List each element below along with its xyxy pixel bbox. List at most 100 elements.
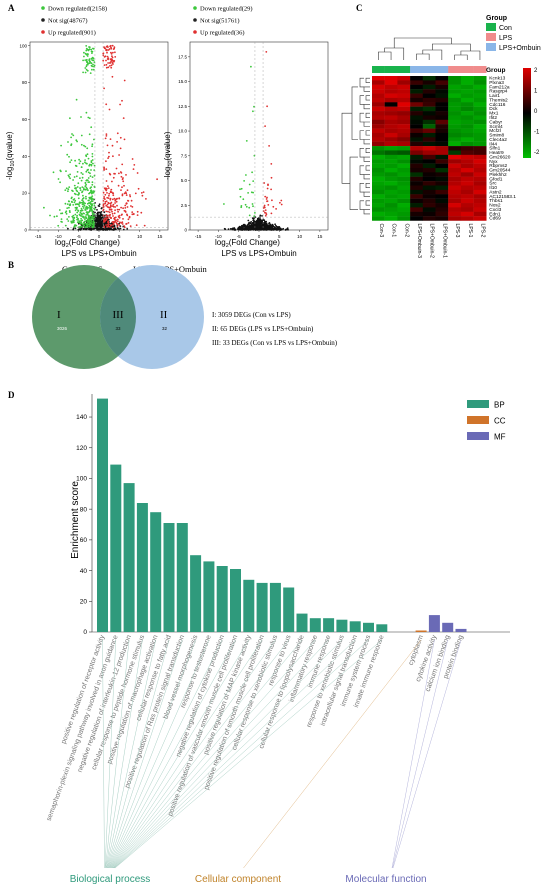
scale-tick-label: 0	[534, 109, 538, 115]
point-down	[85, 217, 88, 220]
point-down	[76, 214, 78, 217]
heatmap-cell	[473, 89, 487, 94]
heatmap-cell	[422, 203, 436, 208]
heatmap-cell	[460, 207, 474, 212]
heatmap-cell	[410, 124, 423, 129]
point-down	[69, 117, 71, 120]
group-bracket-line	[104, 639, 117, 869]
point-down	[90, 189, 93, 192]
point-down	[61, 221, 63, 223]
heatmap-cell	[397, 207, 411, 212]
heatmap-cell	[460, 106, 474, 112]
point-up	[106, 196, 109, 199]
heatmap-cell	[397, 181, 411, 186]
heatmap-cell	[384, 163, 398, 169]
point-up	[115, 222, 118, 225]
point-not-sig	[241, 224, 244, 227]
heatmap-cell	[372, 111, 385, 116]
point-not-sig	[252, 227, 255, 230]
group-bracket-line	[106, 639, 170, 869]
heatmap-cell	[435, 102, 449, 107]
heatmap-cell	[410, 203, 423, 208]
point-down	[81, 215, 83, 218]
point-down	[92, 68, 95, 71]
heatmap-cell	[473, 163, 487, 169]
point-not-sig	[260, 224, 262, 227]
group-bar-segment	[435, 66, 449, 73]
point-up	[119, 103, 121, 106]
panel-label-b: B	[8, 260, 14, 270]
heatmap-cell	[448, 115, 462, 120]
panel-label-a: A	[8, 3, 15, 13]
point-up	[110, 64, 113, 67]
point-up	[122, 207, 124, 210]
heatmap-cell	[448, 159, 462, 164]
group-bracket-line	[105, 639, 143, 869]
point-down	[67, 220, 70, 222]
heatmap-cell	[448, 106, 462, 112]
legend-ns-marker	[41, 18, 45, 22]
point-down	[85, 111, 88, 114]
heatmap-cell	[435, 111, 449, 116]
point-not-sig	[248, 223, 251, 225]
point-up	[105, 135, 108, 137]
point-down	[90, 196, 93, 199]
heatmap-cell	[384, 154, 398, 160]
point-not-sig	[247, 228, 250, 231]
heatmap-row-labels: Kcnk13Plxna3Fam212aRasgrp4Lair1Themis2Cd…	[489, 76, 516, 222]
heatmap-cell	[410, 89, 423, 94]
dendrogram-branch	[416, 53, 430, 60]
heatmap-cell	[473, 176, 487, 182]
point-not-sig	[118, 228, 120, 230]
dendrogram-branch	[365, 112, 370, 118]
point-down	[93, 169, 96, 172]
y-tick-label: 12.5	[178, 104, 187, 109]
heatmap-cell	[384, 141, 398, 147]
point-down	[86, 218, 89, 221]
point-not-sig	[274, 223, 276, 226]
heatmap-cell	[410, 181, 423, 186]
point-down	[90, 169, 92, 171]
point-down	[80, 134, 83, 137]
point-up	[107, 58, 109, 61]
point-down	[64, 189, 67, 192]
point-down	[59, 181, 61, 184]
point-down	[92, 198, 95, 201]
point-up	[127, 222, 130, 224]
point-not-sig	[271, 228, 273, 231]
point-not-sig	[261, 228, 263, 230]
heatmap-cell	[435, 141, 449, 147]
y-tick-label: 60	[22, 117, 28, 122]
legend-down-marker	[193, 6, 197, 10]
heatmap-cell	[422, 216, 436, 221]
heatmap-cell	[422, 128, 436, 134]
group-bar-segment	[397, 66, 411, 73]
sample-label: LPS-3	[454, 224, 460, 238]
point-down	[90, 198, 93, 201]
bar	[136, 503, 148, 632]
point-up	[112, 203, 115, 206]
point-up	[106, 55, 109, 58]
heatmap-cell	[473, 181, 487, 186]
point-down	[58, 209, 61, 211]
point-down	[82, 188, 85, 191]
y-tick-label: 15.0	[178, 79, 187, 84]
point-down	[78, 214, 81, 216]
point-down	[74, 199, 77, 202]
gene-label: Gm20544	[489, 168, 510, 174]
point-down	[85, 53, 88, 56]
point-down	[91, 59, 94, 62]
heatmap-cell	[372, 106, 385, 112]
heatmap-cell	[473, 167, 487, 173]
point-up	[111, 61, 114, 64]
bar	[163, 523, 175, 632]
heatmap-cell	[384, 211, 398, 217]
point-down	[53, 215, 56, 218]
heatmap-cell	[473, 111, 487, 116]
point-up	[112, 194, 115, 197]
heatmap-cell	[397, 216, 411, 221]
legend-swatch	[467, 400, 489, 408]
point-down	[75, 98, 78, 101]
point-down	[67, 190, 69, 193]
point-up	[140, 211, 143, 214]
